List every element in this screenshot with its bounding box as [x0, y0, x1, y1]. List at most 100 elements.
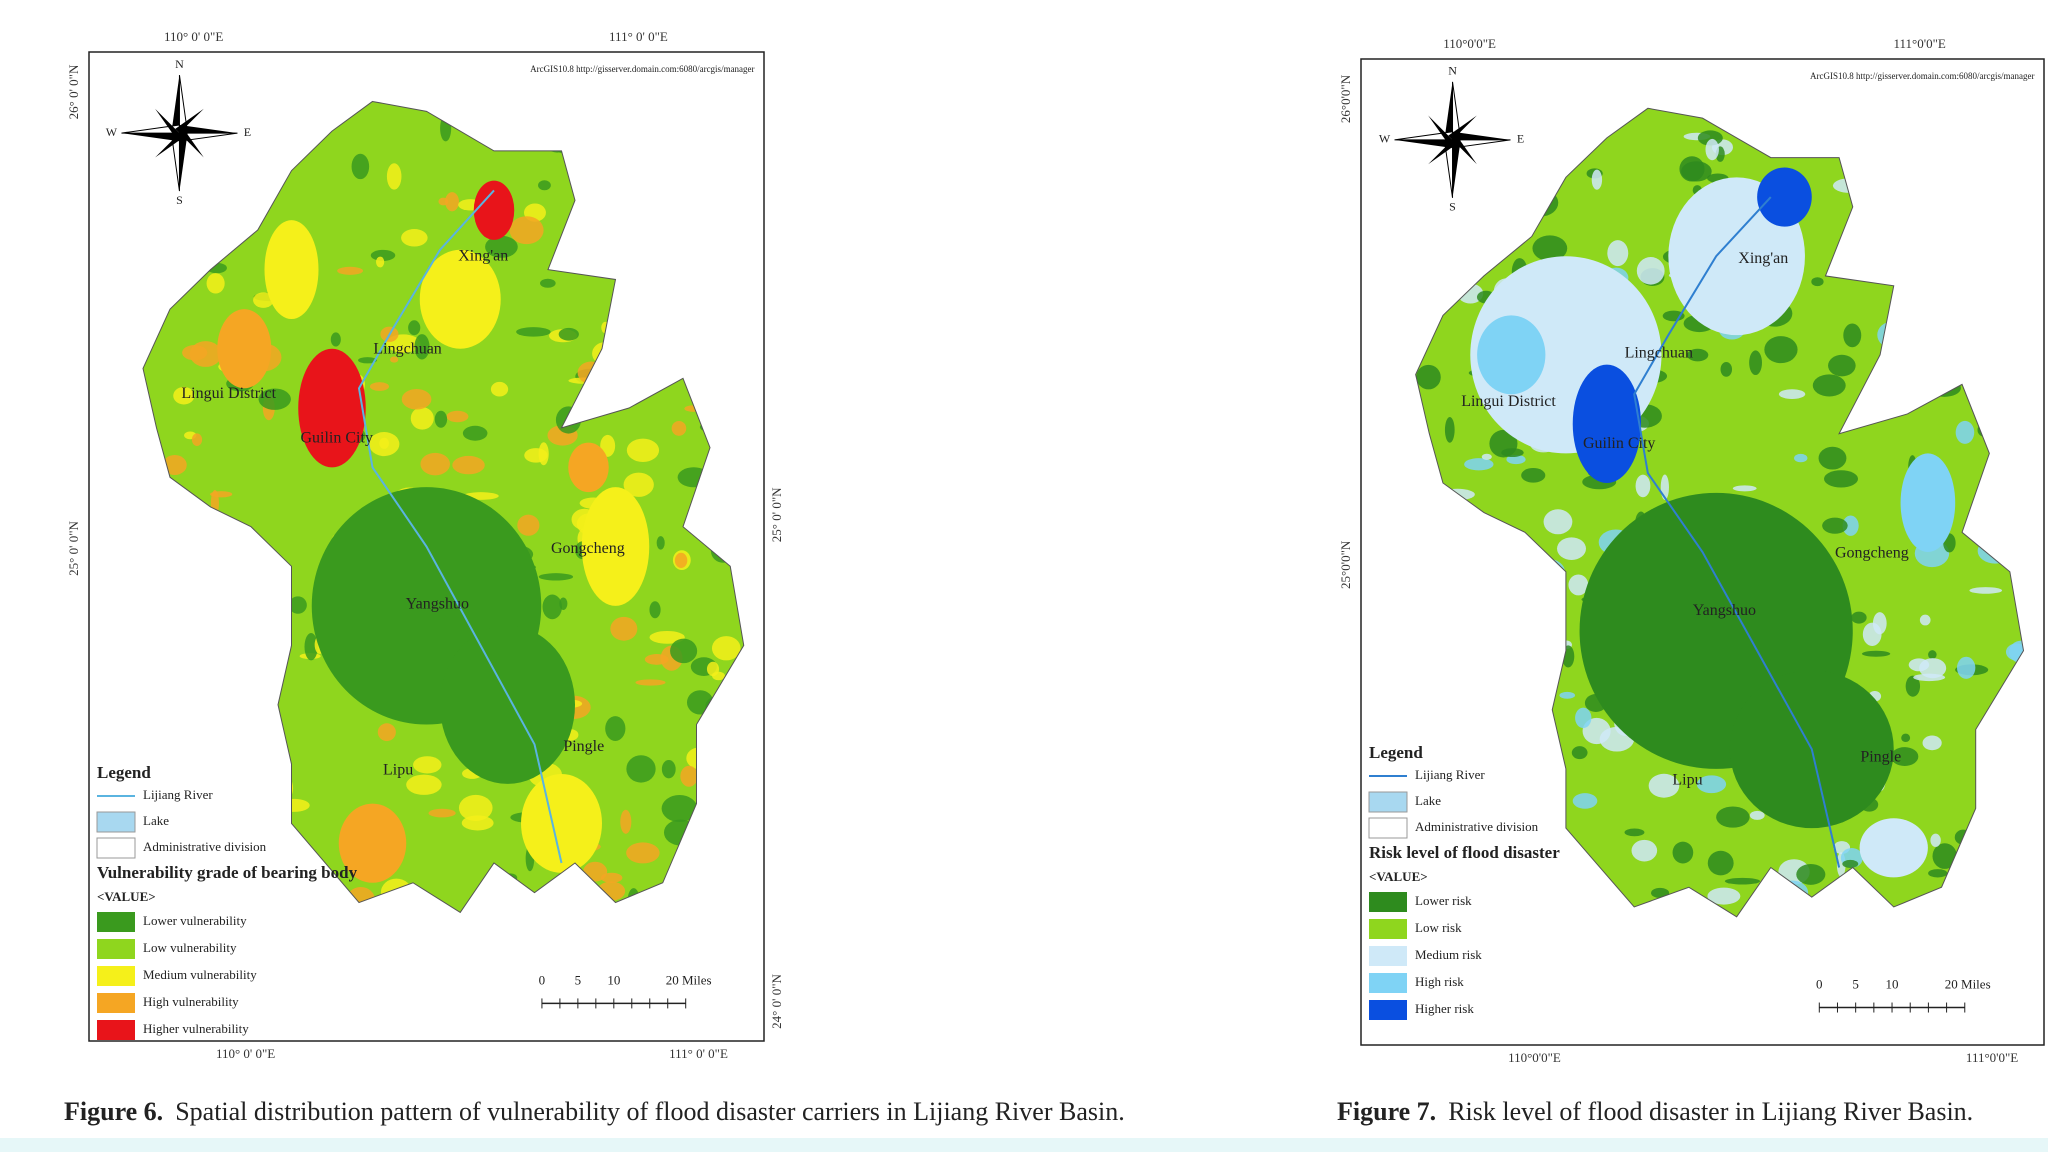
compass-point: [179, 133, 188, 192]
map-patch: [1716, 806, 1750, 828]
legend-title: Legend: [1369, 743, 1423, 762]
bottom-tick-label: 110°0'0"E: [1508, 1050, 1561, 1065]
map-patch: [434, 410, 448, 428]
compass-point: [1452, 135, 1477, 165]
legend-swatch: [97, 939, 135, 959]
map-patch: [1444, 416, 1455, 443]
legend-label: Lower vulnerability: [143, 913, 247, 928]
top-tick-label: 110°0'0"E: [1443, 36, 1496, 51]
credit: ArcGIS10.8 http://gisserver.domain.com:6…: [530, 64, 754, 74]
legend-label: High vulnerability: [143, 994, 239, 1009]
legend-value-label: <VALUE>: [97, 889, 156, 904]
map-patch: [289, 596, 307, 614]
legend-subtitle: Risk level of flood disaster: [1369, 843, 1560, 862]
map-patch: [1919, 614, 1931, 626]
map-patch: [1794, 453, 1808, 463]
map-patch: [369, 382, 390, 391]
top-tick-label: 111° 0' 0"E: [609, 29, 668, 44]
place-label: Gongcheng: [551, 540, 625, 557]
map-patch: [1568, 574, 1589, 596]
map-zone: [1900, 453, 1956, 552]
scale-label: 20 Miles: [1945, 977, 1991, 992]
map-patch: [428, 808, 456, 818]
legend-swatch: [97, 1020, 135, 1040]
compass-point: [179, 128, 204, 158]
bottom-tick-label: 110° 0' 0"E: [216, 1046, 275, 1061]
map-patch: [1778, 389, 1806, 399]
map-patch: [1506, 454, 1526, 465]
map-patch: [1732, 485, 1757, 492]
map-patch: [649, 601, 661, 619]
map-patch: [462, 425, 488, 441]
map-zone: [581, 487, 650, 606]
map-patch: [1521, 468, 1546, 483]
map-patch: [1648, 773, 1680, 798]
legend-swatch: [1369, 919, 1407, 939]
compass-label: E: [244, 125, 251, 139]
scale-label: 0: [539, 972, 546, 987]
right-tick-label: 25° 0' 0"N: [769, 487, 784, 542]
map-patch: [610, 616, 638, 641]
map-patch: [1681, 161, 1712, 182]
legend-swatch: [1369, 1000, 1407, 1020]
map-patch: [420, 452, 451, 476]
map-patch: [210, 491, 233, 498]
map-patch: [182, 345, 208, 361]
place-label: Xing'an: [458, 247, 508, 264]
place-label: Gongcheng: [1835, 545, 1909, 562]
legend-swatch: [96, 811, 136, 833]
scale-label: 0: [1816, 977, 1823, 992]
legend-label: Higher risk: [1415, 1001, 1474, 1016]
map-patch: [661, 759, 676, 779]
map-patch: [1749, 350, 1762, 376]
compass-label: N: [1448, 64, 1457, 78]
map-patch: [1749, 810, 1765, 820]
map-patch: [1720, 361, 1733, 377]
map-zone: [298, 348, 366, 468]
map-patch: [1922, 735, 1942, 751]
map-patch: [1481, 453, 1492, 460]
map-patch: [376, 256, 385, 268]
map-patch: [445, 192, 459, 212]
map-patch: [1796, 864, 1826, 885]
map-patch: [401, 388, 432, 410]
place-label: Yangshuo: [406, 596, 469, 613]
map-patch: [1724, 877, 1761, 885]
legend-label: Lijiang River: [1415, 767, 1485, 782]
compass-point: [1448, 115, 1477, 140]
map-patch: [1705, 138, 1719, 161]
left-tick-label: 25°0'0"N: [1338, 540, 1353, 589]
map-patch: [1823, 470, 1859, 488]
map-patch: [1890, 747, 1919, 766]
map-patch: [1908, 658, 1930, 672]
map-patch: [414, 334, 430, 360]
map-patch: [206, 273, 225, 294]
map-patch: [1532, 235, 1568, 262]
map-patch: [1843, 323, 1862, 348]
map-patch: [1913, 673, 1946, 682]
map-patch: [509, 216, 544, 245]
compass-point: [1444, 81, 1453, 140]
legend-swatch: [97, 912, 135, 932]
place-label: Guilin City: [300, 429, 372, 446]
map-patch: [1571, 746, 1588, 760]
map-patch: [538, 573, 574, 581]
place-label: Pingle: [1860, 749, 1901, 766]
map-patch: [516, 327, 551, 337]
map-zone: [1757, 167, 1812, 227]
map-patch: [1861, 650, 1891, 657]
map-patch: [253, 292, 274, 308]
map-patch: [1707, 887, 1741, 905]
map-patch: [485, 235, 518, 258]
legend-label: Administrative division: [143, 839, 267, 854]
map-patch: [656, 536, 665, 550]
map-patch: [1707, 850, 1734, 876]
map-patch: [1969, 587, 2003, 594]
map-patch: [1928, 869, 1948, 878]
legend-label: Lake: [1415, 793, 1441, 808]
map-patch: [452, 455, 485, 475]
legend-label: Lijiang River: [143, 787, 213, 802]
left-tick-label: 25° 0' 0"N: [66, 521, 81, 576]
map-patch: [1955, 420, 1975, 444]
map-patch: [458, 794, 493, 822]
